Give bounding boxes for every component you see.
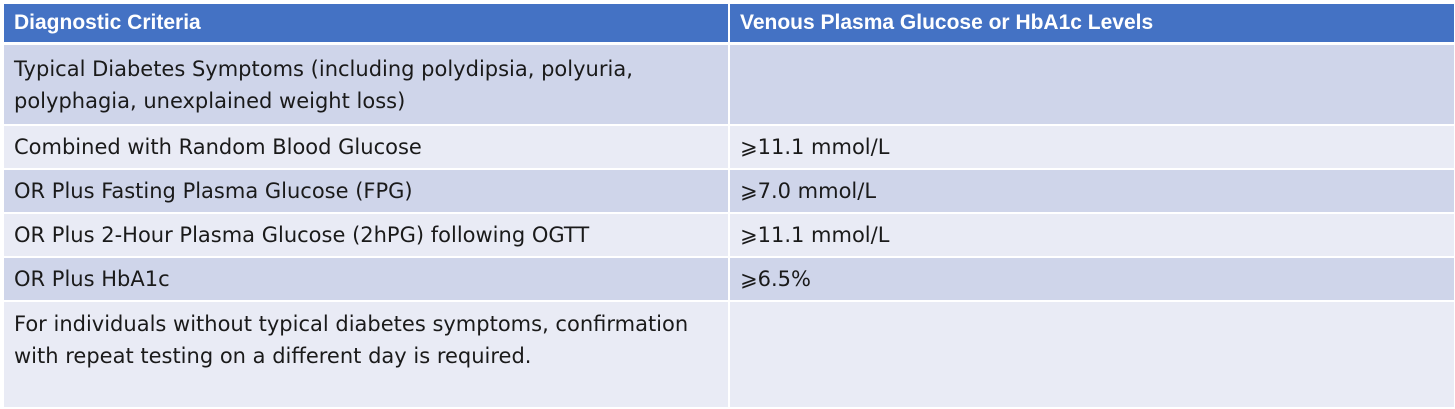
criteria-cell: For individuals without typical diabetes…	[4, 301, 730, 409]
header-diagnostic-criteria: Diagnostic Criteria	[4, 4, 730, 45]
level-cell: ⩾11.1 mmol/L	[729, 125, 1455, 170]
table-row: OR Plus 2-Hour Plasma Glucose (2hPG) fol…	[4, 213, 1455, 258]
table-row: Typical Diabetes Symptoms (including pol…	[4, 43, 1455, 126]
diagnostic-criteria-table: Diagnostic Criteria Venous Plasma Glucos…	[4, 4, 1455, 409]
criteria-cell: OR Plus 2-Hour Plasma Glucose (2hPG) fol…	[4, 213, 730, 258]
level-cell: ⩾7.0 mmol/L	[729, 169, 1455, 214]
table-row: For individuals without typical diabetes…	[4, 301, 1455, 409]
criteria-cell: Typical Diabetes Symptoms (including pol…	[4, 43, 730, 126]
criteria-cell: Combined with Random Blood Glucose	[4, 125, 730, 170]
table-row: OR Plus Fasting Plasma Glucose (FPG) ⩾7.…	[4, 169, 1455, 214]
header-glucose-levels: Venous Plasma Glucose or HbA1c Levels	[729, 4, 1455, 45]
level-cell: ⩾6.5%	[729, 257, 1455, 302]
table-row: OR Plus HbA1c ⩾6.5%	[4, 257, 1455, 302]
table-row: Combined with Random Blood Glucose ⩾11.1…	[4, 125, 1455, 170]
level-cell: ⩾11.1 mmol/L	[729, 213, 1455, 258]
diagnostic-criteria-table-container: Diagnostic Criteria Venous Plasma Glucos…	[4, 4, 1455, 409]
criteria-cell: OR Plus Fasting Plasma Glucose (FPG)	[4, 169, 730, 214]
table-header-row: Diagnostic Criteria Venous Plasma Glucos…	[4, 4, 1455, 45]
level-cell	[729, 43, 1455, 126]
level-cell	[729, 301, 1455, 409]
criteria-cell: OR Plus HbA1c	[4, 257, 730, 302]
